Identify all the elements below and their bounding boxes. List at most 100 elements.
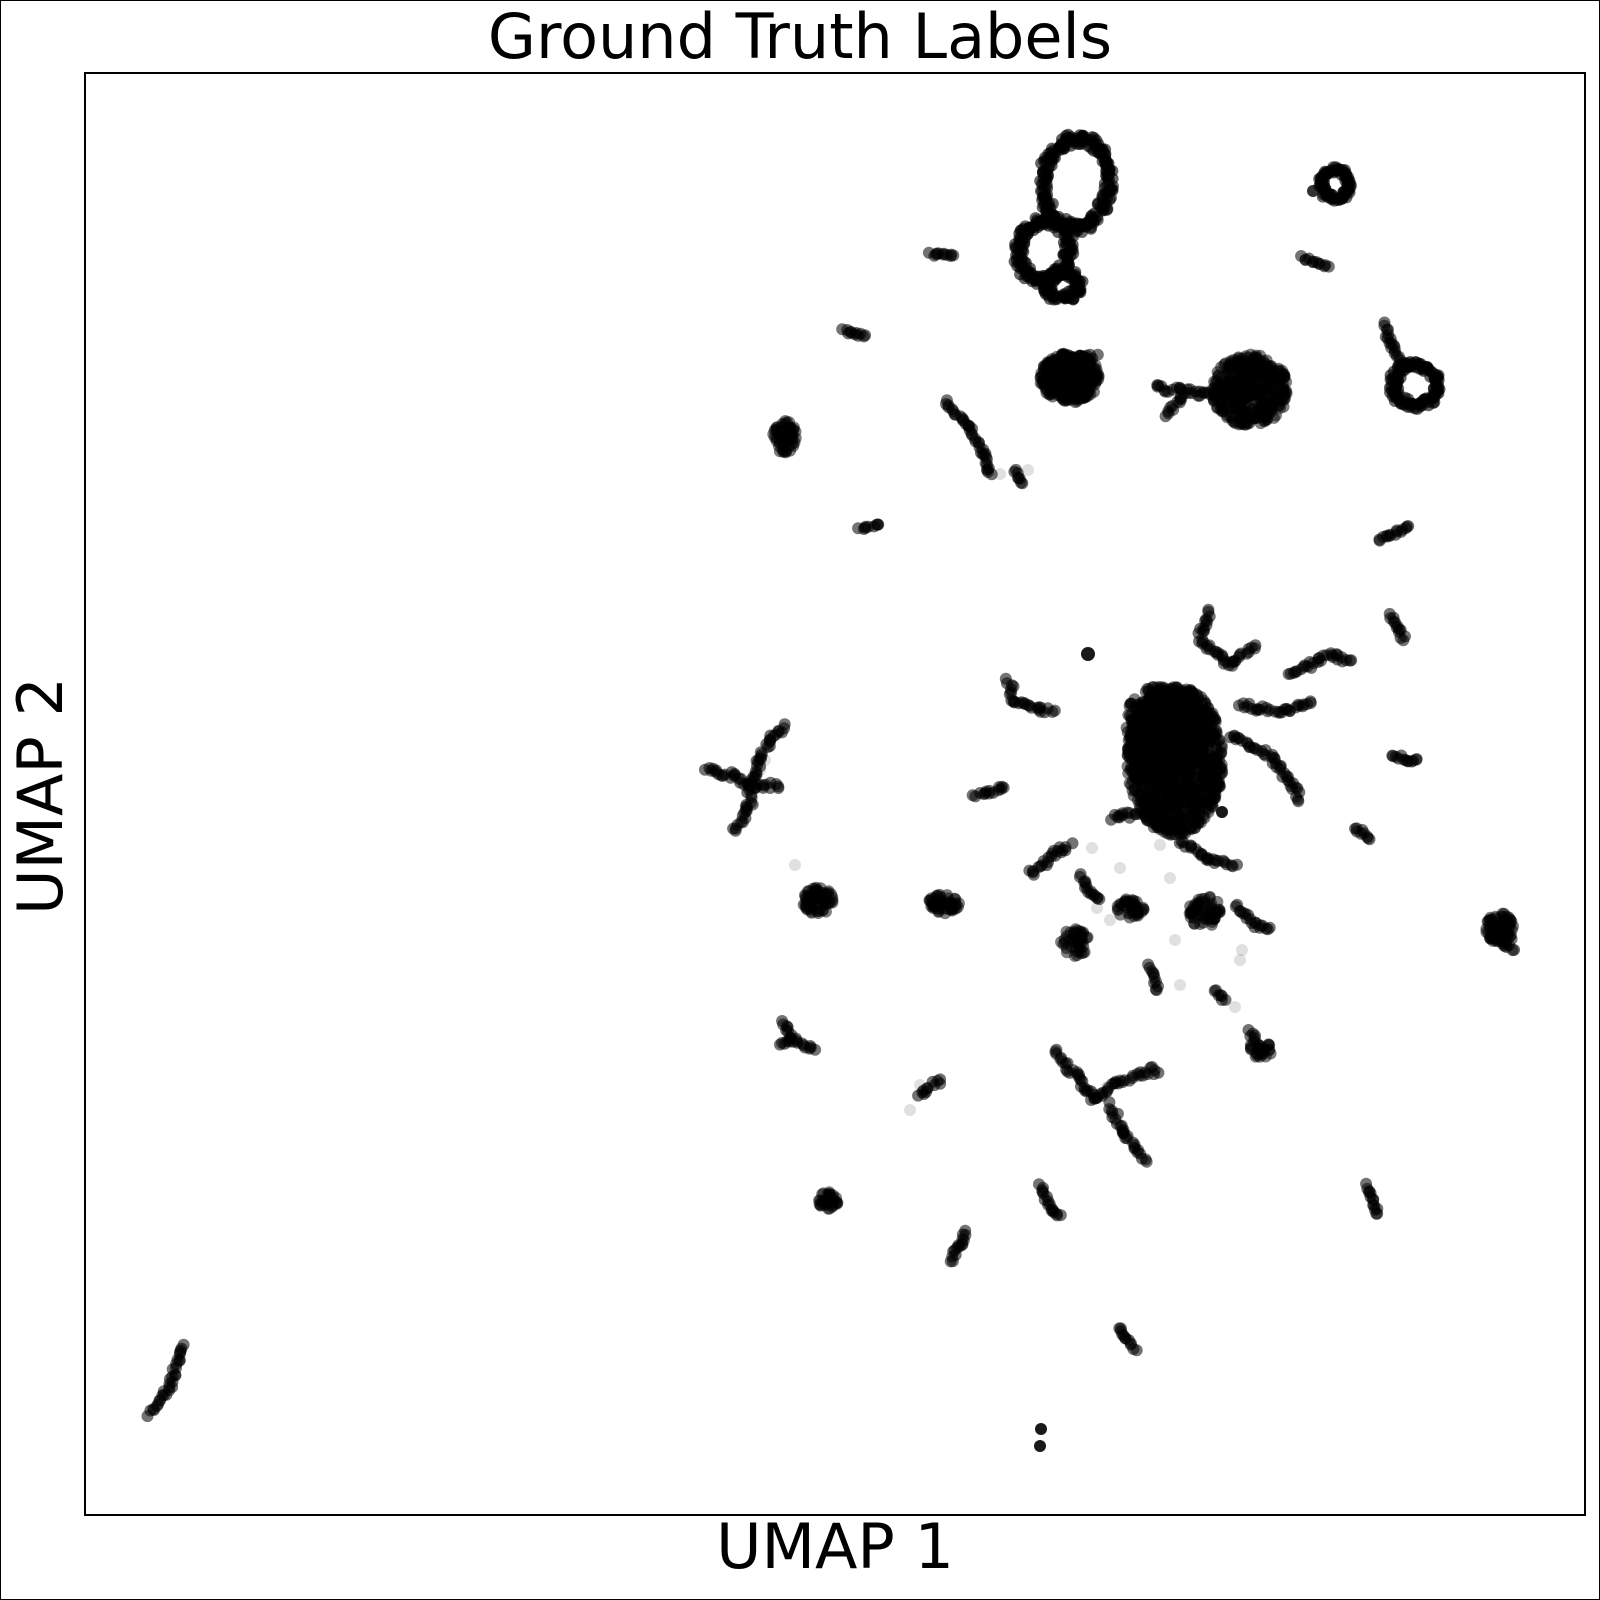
data-point: [1048, 704, 1061, 717]
data-point: [1370, 1207, 1383, 1220]
data-point: [1076, 927, 1089, 940]
data-point: [1307, 185, 1319, 197]
data-point: [1091, 902, 1103, 914]
data-point: [1131, 722, 1144, 735]
data-point: [1410, 753, 1423, 766]
data-point: [1202, 603, 1215, 616]
data-point: [1161, 710, 1174, 722]
data-point: [1235, 384, 1248, 397]
data-point: [1174, 979, 1186, 991]
data-point: [1258, 1043, 1271, 1056]
data-point: [1322, 260, 1335, 273]
data-point: [811, 905, 824, 918]
data-point: [1163, 770, 1176, 782]
data-point: [1044, 379, 1057, 392]
data-point: [1203, 891, 1216, 904]
data-point: [1076, 275, 1089, 288]
data-point: [824, 896, 837, 909]
data-point: [1114, 908, 1127, 921]
data-point: [1177, 387, 1190, 400]
data-point: [780, 416, 793, 429]
data-point: [814, 1199, 827, 1212]
data-point: [1022, 464, 1034, 476]
data-point: [1219, 993, 1232, 1006]
data-point: [1164, 872, 1176, 884]
data-point: [1158, 682, 1171, 695]
data-point: [932, 899, 945, 912]
data-point: [759, 754, 771, 766]
data-point: [1205, 778, 1218, 791]
data-point: [997, 781, 1010, 794]
data-point: [1229, 1001, 1241, 1013]
data-point: [1150, 984, 1163, 997]
data-point: [1229, 400, 1242, 413]
data-point: [1397, 634, 1410, 647]
data-point: [859, 329, 872, 342]
data-point: [947, 249, 960, 262]
data-point: [1185, 705, 1198, 718]
data-point: [1191, 729, 1204, 742]
data-point: [1166, 725, 1179, 737]
data-point: [1105, 813, 1118, 826]
data-point: [1130, 1344, 1143, 1357]
data-point: [1058, 391, 1070, 404]
data-point: [1101, 1081, 1113, 1093]
data-point: [1169, 934, 1181, 946]
data-point: [778, 718, 791, 731]
data-point: [1164, 756, 1177, 769]
data-point: [1263, 921, 1276, 934]
data-point: [827, 1192, 839, 1205]
data-point: [1057, 938, 1070, 951]
data-point: [1145, 722, 1158, 735]
data-point: [1104, 914, 1116, 926]
data-point: [1508, 943, 1521, 956]
data-point: [1038, 366, 1051, 378]
data-point: [1249, 351, 1262, 364]
data-point: [1243, 370, 1256, 383]
data-point: [1205, 798, 1218, 811]
data-point: [1430, 380, 1443, 393]
data-point: [1157, 781, 1170, 794]
data-point: [1114, 862, 1126, 874]
data-point: [1086, 1087, 1098, 1099]
data-point: [1068, 949, 1081, 962]
data-point: [1254, 390, 1267, 403]
data-point: [1262, 403, 1275, 416]
data-point: [1127, 789, 1140, 802]
data-point: [1237, 359, 1250, 372]
x-axis-label: UMAP 1: [716, 1510, 954, 1583]
data-point: [1244, 390, 1257, 403]
data-point: [1143, 787, 1156, 799]
data-point: [1343, 654, 1356, 667]
data-point: [1194, 758, 1207, 770]
data-point: [1135, 756, 1148, 769]
data-point: [1146, 773, 1159, 786]
data-point: [1213, 382, 1226, 395]
data-point: [1177, 814, 1190, 827]
data-point: [779, 435, 792, 448]
data-point: [1140, 1155, 1153, 1168]
data-point: [177, 1338, 190, 1351]
data-point: [1086, 842, 1098, 854]
data-point: [1234, 954, 1246, 966]
data-point: [1150, 818, 1163, 830]
data-point: [1082, 369, 1095, 382]
data-point: [1244, 1039, 1257, 1051]
data-point: [872, 518, 885, 531]
data-point: [1035, 1423, 1047, 1435]
data-point: [904, 1104, 916, 1116]
data-point: [1236, 944, 1248, 956]
data-point: [1198, 812, 1211, 824]
data-point: [1292, 795, 1305, 808]
data-point: [1363, 833, 1376, 846]
data-points: [141, 128, 1521, 1452]
data-point: [1057, 249, 1070, 261]
data-point: [1074, 392, 1087, 405]
data-point: [1054, 1209, 1067, 1222]
data-point: [1402, 520, 1415, 533]
data-point: [1195, 767, 1208, 779]
data-point: [934, 1073, 947, 1086]
data-point: [1091, 348, 1104, 361]
data-point: [959, 1224, 972, 1237]
data-point: [807, 882, 820, 895]
